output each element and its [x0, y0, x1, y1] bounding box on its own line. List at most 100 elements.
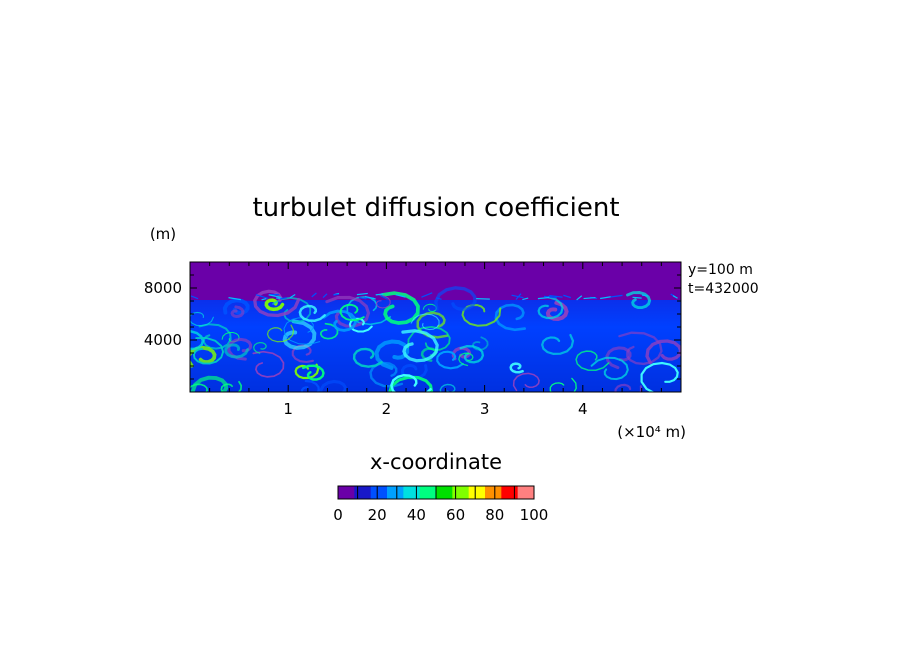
- eddy-streak: [605, 346, 632, 370]
- interface-filament: [522, 297, 529, 301]
- interface-filament: [632, 296, 642, 299]
- eddy-streak: [509, 362, 524, 374]
- eddy-streak: [192, 337, 225, 365]
- eddy-streak: [230, 305, 245, 319]
- eddy-streak: [512, 372, 540, 392]
- interface-filament: [228, 297, 242, 301]
- heatmap-field: [190, 262, 681, 392]
- eddy-streak: [459, 345, 485, 364]
- colorbar-swatch: [387, 486, 404, 499]
- x-tick-label: 3: [480, 400, 490, 418]
- interface-filament: [549, 295, 563, 298]
- interface-filament: [364, 295, 376, 300]
- interface-filament: [537, 296, 550, 300]
- interface-filament: [395, 294, 406, 298]
- eddy-streak: [549, 377, 577, 392]
- axes: 1 2 3 4 4000 8000: [144, 262, 681, 418]
- y-axis-unit-label: (m): [150, 225, 176, 243]
- interface-filament: [435, 297, 442, 300]
- x-axis-unit-label: (×10⁴ m): [617, 423, 686, 441]
- eddy-streak: [300, 379, 320, 392]
- eddy-streak: [626, 291, 652, 310]
- interface-filament: [356, 292, 368, 296]
- interface-filament: [289, 293, 296, 299]
- y-tick-label: 8000: [144, 279, 182, 297]
- interface-filament: [255, 294, 269, 300]
- colorbar-swatch: [468, 486, 486, 499]
- eddy-streak: [575, 350, 610, 371]
- colorbar-swatch: [501, 486, 519, 499]
- eddy-streak: [253, 341, 267, 354]
- eddy-streak: [283, 317, 321, 345]
- colorbar-tick-label: 20: [368, 506, 387, 524]
- eddy-streak: [352, 347, 383, 368]
- eddy-streak: [590, 356, 629, 381]
- eddy-streak: [436, 350, 464, 370]
- eddy-streak: [451, 346, 472, 361]
- eddy-streak: [348, 317, 373, 333]
- interface-filament: [322, 293, 328, 298]
- eddy-streak: [224, 343, 250, 359]
- colorbar-swatch: [370, 486, 388, 499]
- x-tick-label: 4: [578, 400, 588, 418]
- colorbar-swatch: [517, 486, 535, 499]
- eddy-streak: [614, 383, 643, 392]
- colorbar-swatch: [419, 486, 437, 499]
- eddy-streak: [434, 286, 477, 312]
- interface-filament: [641, 294, 649, 297]
- interface-filament: [576, 295, 583, 301]
- interface-filament: [610, 294, 623, 298]
- interface-filament: [515, 293, 522, 300]
- eddy-streak: [266, 324, 295, 343]
- colorbar-swatch: [403, 486, 421, 499]
- eddy-streak: [222, 298, 250, 315]
- annotation-y: y=100 m: [688, 262, 753, 278]
- eddy-streak: [461, 304, 502, 327]
- eddy-streak: [339, 303, 365, 322]
- eddy-streak: [325, 295, 371, 328]
- eddy-streak: [410, 313, 440, 331]
- eddy-streak: [374, 339, 410, 370]
- interface-filament: [279, 297, 287, 300]
- eddy-streak: [298, 304, 326, 322]
- interface-filament: [511, 294, 524, 299]
- x-tick-label: 2: [382, 400, 392, 418]
- eddy-streak: [380, 291, 420, 325]
- eddy-streak: [190, 311, 214, 327]
- colorbar-swatch: [485, 486, 502, 499]
- eddy-streak: [645, 339, 681, 365]
- eddy-streak: [375, 294, 391, 309]
- eddy-streak: [319, 379, 347, 392]
- interface-filament: [190, 295, 199, 300]
- eddy-streak: [458, 352, 474, 367]
- eddy-streak: [294, 363, 320, 380]
- annotation-t: t=432000: [688, 281, 759, 297]
- eddy-streak: [387, 375, 434, 392]
- interface-filament: [600, 296, 612, 300]
- interface-filament: [375, 293, 384, 296]
- x-tick-label: 1: [283, 400, 293, 418]
- eddy-streak: [545, 300, 569, 321]
- colorbar-swatch: [354, 486, 372, 499]
- colorbar-swatch: [436, 486, 453, 499]
- colorbar-swatch: [452, 486, 470, 499]
- eddy-streak: [302, 364, 325, 381]
- eddy-streak: [472, 336, 489, 351]
- heatmap-interface: [190, 262, 681, 302]
- interface-filament: [358, 296, 367, 300]
- eddy-streak: [252, 350, 285, 378]
- eddy-streak: [220, 380, 243, 392]
- interface-filament: [476, 298, 490, 300]
- chart-title: turbulet diffusion coefficient: [252, 193, 619, 223]
- eddy-streak: [264, 298, 285, 312]
- interface-filament: [543, 295, 557, 299]
- colorbar-swatch: [338, 486, 355, 499]
- interface-filament: [583, 296, 596, 300]
- colorbar-tick-label: 0: [333, 506, 343, 524]
- eddy-streak: [400, 363, 428, 381]
- colorbar-tick-label: 80: [485, 506, 504, 524]
- eddy-streak: [227, 337, 253, 361]
- colorbar: 0 20 40 60 80 100: [333, 485, 548, 524]
- interface-filament: [563, 294, 571, 299]
